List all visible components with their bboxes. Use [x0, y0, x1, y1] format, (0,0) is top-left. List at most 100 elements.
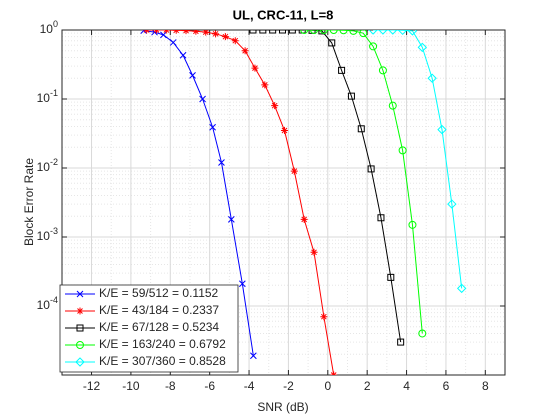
- marker: [221, 33, 229, 41]
- marker: [189, 72, 196, 79]
- marker: [192, 30, 200, 35]
- marker: [250, 352, 257, 360]
- marker: [75, 357, 85, 367]
- x-tick-label: -10: [122, 379, 140, 393]
- marker: [238, 280, 246, 288]
- marker: [437, 124, 447, 135]
- series-line: [143, 30, 254, 356]
- marker: [357, 125, 365, 133]
- marker: [251, 64, 259, 72]
- marker: [169, 39, 177, 46]
- marker: [388, 30, 398, 35]
- series-line: [252, 30, 402, 343]
- marker: [261, 81, 269, 89]
- marker: [241, 47, 249, 55]
- marker: [319, 30, 328, 34]
- x-tick-label: 4: [403, 379, 410, 393]
- marker: [209, 123, 216, 131]
- marker: [328, 39, 336, 47]
- marker: [378, 30, 388, 35]
- x-axis-label: SNR (dB): [257, 400, 308, 414]
- marker: [231, 37, 239, 45]
- marker: [227, 216, 235, 223]
- marker: [338, 66, 346, 74]
- marker: [329, 30, 338, 34]
- marker: [388, 101, 397, 110]
- x-tick-label: -2: [283, 379, 294, 393]
- marker: [269, 30, 277, 34]
- y-tick-label: 100: [40, 19, 58, 36]
- legend-label: K/E = 67/128 = 0.5234: [99, 320, 219, 334]
- marker: [182, 30, 190, 35]
- x-tick-label: -12: [83, 379, 101, 393]
- marker: [347, 92, 355, 100]
- y-tick-label: 10-2: [37, 157, 58, 174]
- marker: [310, 30, 319, 34]
- marker: [408, 220, 417, 229]
- marker: [397, 338, 405, 346]
- legend-label: K/E = 59/512 = 0.1152: [99, 286, 219, 300]
- marker: [172, 30, 180, 34]
- marker: [280, 126, 288, 134]
- series-layer: [140, 30, 467, 375]
- marker: [339, 30, 348, 35]
- y-axis-label: Block Error Rate: [22, 158, 36, 246]
- marker: [202, 30, 210, 36]
- marker: [320, 313, 328, 321]
- x-tick-label: 2: [364, 379, 371, 393]
- series-line: [373, 30, 463, 289]
- marker: [259, 30, 267, 34]
- marker: [218, 159, 225, 166]
- marker: [300, 30, 309, 34]
- marker: [387, 273, 395, 281]
- marker: [271, 102, 279, 110]
- marker: [378, 66, 387, 75]
- y-tick-label: 10-4: [37, 295, 58, 312]
- marker: [199, 95, 206, 103]
- marker: [367, 165, 375, 173]
- x-tick-label: 6: [443, 379, 450, 393]
- marker: [359, 30, 368, 38]
- y-tick-label: 10-3: [37, 226, 58, 243]
- series-line: [304, 30, 423, 334]
- x-tick-label: -8: [165, 379, 176, 393]
- marker: [417, 42, 428, 53]
- x-tick-label: -6: [204, 379, 215, 393]
- marker: [153, 30, 161, 34]
- marker: [407, 30, 418, 36]
- marker: [140, 30, 148, 34]
- marker: [76, 341, 84, 349]
- marker: [330, 371, 338, 375]
- marker: [418, 329, 427, 338]
- marker: [310, 248, 318, 256]
- marker: [427, 73, 437, 83]
- marker: [179, 51, 187, 59]
- marker: [160, 31, 167, 39]
- marker: [398, 146, 407, 155]
- x-tick-label: 0: [324, 379, 331, 393]
- marker: [212, 30, 220, 38]
- marker: [300, 215, 308, 223]
- marker: [368, 30, 378, 35]
- marker: [143, 30, 151, 34]
- marker: [162, 30, 170, 34]
- marker: [290, 167, 298, 175]
- marker: [76, 290, 84, 298]
- marker: [369, 42, 378, 51]
- legend-label: K/E = 307/360 = 0.8528: [99, 354, 226, 368]
- legend-label: K/E = 43/184 = 0.2337: [99, 303, 219, 317]
- legend-label: K/E = 163/240 = 0.6792: [99, 337, 226, 351]
- marker: [76, 324, 84, 332]
- marker: [318, 30, 326, 35]
- x-tick-label: 8: [482, 379, 489, 393]
- marker: [349, 30, 358, 35]
- marker: [397, 30, 408, 36]
- marker: [76, 307, 84, 315]
- x-tick-label: -4: [244, 379, 255, 393]
- marker: [456, 283, 467, 294]
- marker: [249, 30, 257, 34]
- marker: [288, 30, 296, 34]
- marker: [377, 214, 385, 222]
- y-tick-label: 10-1: [37, 88, 58, 105]
